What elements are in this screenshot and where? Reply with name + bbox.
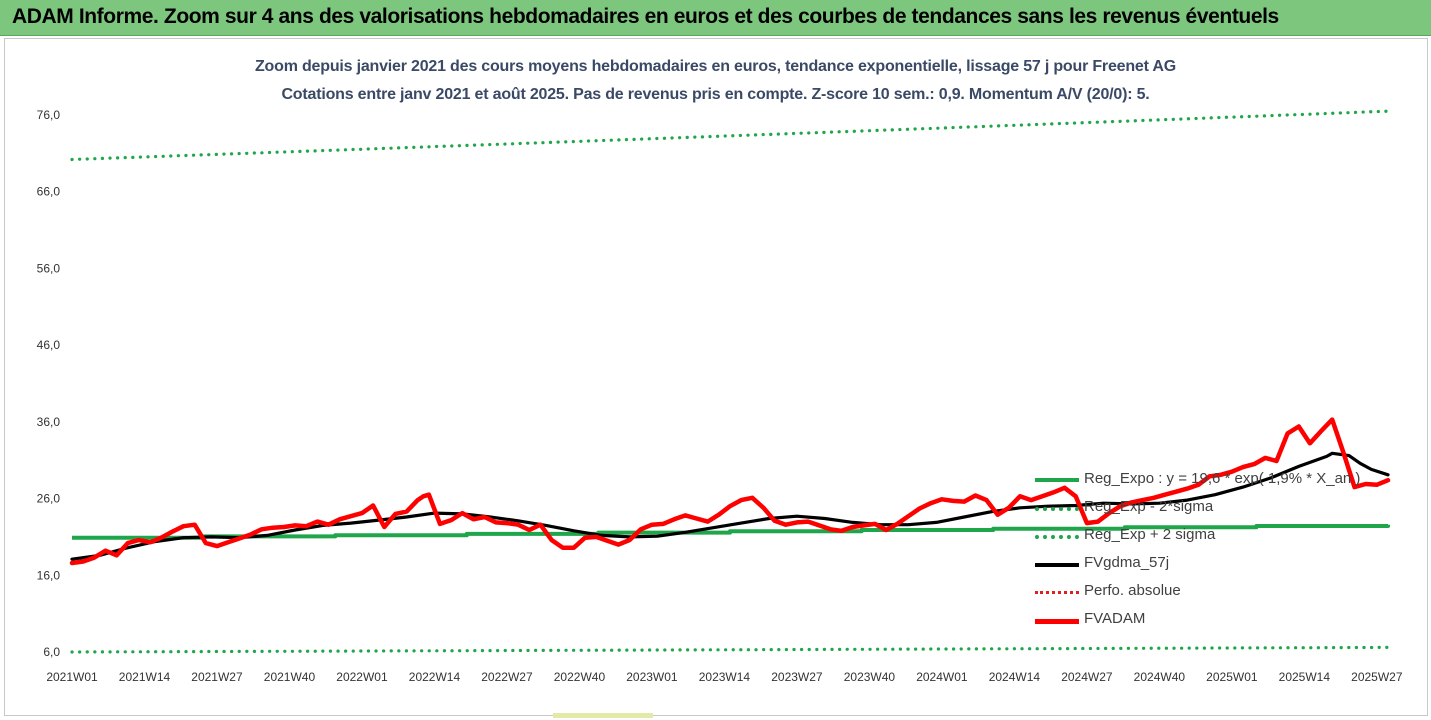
chart-title: Zoom depuis janvier 2021 des cours moyen…	[254, 58, 1176, 75]
chart-subtitle: Cotations entre janv 2021 et août 2025. …	[281, 86, 1150, 103]
sheet-scrollbar[interactable]	[553, 713, 653, 718]
report-header: ADAM Informe. Zoom sur 4 ans des valoris…	[0, 0, 1431, 36]
x-tick-label: 2023W27	[771, 670, 823, 684]
series-line-fvgdma-57j	[70, 451, 1390, 561]
legend-swatch-dotted-green	[1035, 535, 1079, 539]
x-tick-label: 2023W01	[626, 670, 678, 684]
x-tick-label: 2023W40	[844, 670, 896, 684]
series-line-reg-exp-2-sigma	[70, 645, 1390, 654]
legend-item-reg-exp-minus: Reg_Exp - 2*sigma	[1035, 498, 1335, 518]
x-tick-label: 2022W27	[481, 670, 533, 684]
y-tick-label: 6,0	[43, 645, 60, 659]
x-tick-label: 2024W40	[1134, 670, 1186, 684]
legend-swatch-dotted-green	[1035, 507, 1079, 511]
legend-label: Reg_Exp - 2*sigma	[1084, 498, 1214, 515]
series-line-reg-expo-y-19-6-exp-1-9-x-an	[72, 524, 1390, 540]
legend-item-fvadam: FVADAM	[1035, 610, 1335, 630]
y-tick-label: 36,0	[37, 415, 61, 429]
legend-label: Reg_Expo : y = 19,6 * exp( 1,9% * X_an )	[1084, 470, 1361, 487]
axes: 6,0 16,0 26,0 36,0 46,0 56,0 66,0 76,0 2021W01 20…	[37, 108, 1403, 684]
legend-item-perfo-absolue: Perfo. absolue	[1035, 582, 1335, 602]
x-tick-label: 2025W14	[1279, 670, 1331, 684]
x-tick-label: 2024W14	[989, 670, 1041, 684]
x-tick-label: 2022W01	[336, 670, 388, 684]
x-tick-label: 2021W01	[46, 670, 98, 684]
x-tick-label: 2021W14	[119, 670, 171, 684]
x-tick-label: 2022W40	[554, 670, 606, 684]
legend-item-reg-exp-plus: Reg_Exp + 2 sigma	[1035, 526, 1335, 546]
legend-label: FVADAM	[1084, 610, 1146, 627]
legend-item-fvgdma: FVgdma_57j	[1035, 554, 1335, 574]
x-tick-label: 2023W14	[699, 670, 751, 684]
y-tick-label: 16,0	[37, 568, 61, 582]
y-tick-label: 76,0	[37, 108, 61, 122]
x-tick-label: 2021W27	[191, 670, 243, 684]
series-line-fvadam	[69, 417, 1391, 566]
x-tick-label: 2022W14	[409, 670, 461, 684]
legend-label: Reg_Exp + 2 sigma	[1084, 526, 1216, 543]
legend-swatch-dotted-red	[1035, 591, 1079, 594]
y-tick-label: 66,0	[37, 185, 61, 199]
legend-label: FVgdma_57j	[1084, 554, 1170, 571]
x-tick-label: 2025W27	[1351, 670, 1403, 684]
y-tick-label: 56,0	[37, 261, 61, 275]
report-title: ADAM Informe. Zoom sur 4 ans des valoris…	[12, 5, 1279, 28]
x-tick-label: 2024W27	[1061, 670, 1113, 684]
x-tick-label: 2021W40	[264, 670, 316, 684]
y-tick-label: 26,0	[37, 492, 61, 506]
legend-swatch-solid-red	[1035, 619, 1079, 624]
series-layer	[69, 109, 1391, 654]
chart-frame	[4, 38, 1428, 716]
x-tick-label: 2024W01	[916, 670, 968, 684]
legend-swatch-solid-black	[1035, 563, 1079, 567]
legend-swatch-solid-green	[1035, 478, 1079, 482]
legend-item-reg-expo: Reg_Expo : y = 19,6 * exp( 1,9% * X_an )	[1035, 470, 1360, 490]
y-tick-label: 46,0	[37, 338, 61, 352]
legend-label: Perfo. absolue	[1084, 582, 1181, 599]
x-tick-label: 2025W01	[1206, 670, 1258, 684]
series-line-reg-exp-2-sigma	[70, 109, 1390, 162]
